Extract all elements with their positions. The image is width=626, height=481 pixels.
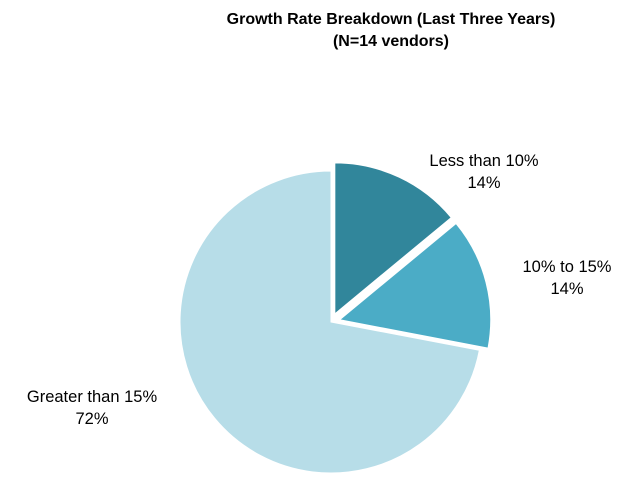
chart-title: Growth Rate Breakdown (Last Three Years) [227, 11, 556, 28]
slice-labels: Less than 10% 14% 10% to 15% 14% Greater tha… [27, 152, 612, 428]
pie-slices [179, 162, 492, 474]
pie-slice-greater-than-15 [179, 170, 480, 474]
pie-slice-less-than-10 [334, 162, 452, 315]
slice-label: 10% to 15% [523, 258, 612, 276]
slice-value-label: 14% [467, 174, 500, 192]
chart-subtitle: (N=14 vendors) [333, 33, 449, 50]
pie-slice-10-to-15 [338, 222, 492, 349]
slice-value-label: 72% [75, 410, 108, 428]
slice-label: Less than 10% [429, 152, 538, 170]
slice-value-label: 14% [550, 280, 583, 298]
slice-label: Greater than 15% [27, 388, 158, 406]
